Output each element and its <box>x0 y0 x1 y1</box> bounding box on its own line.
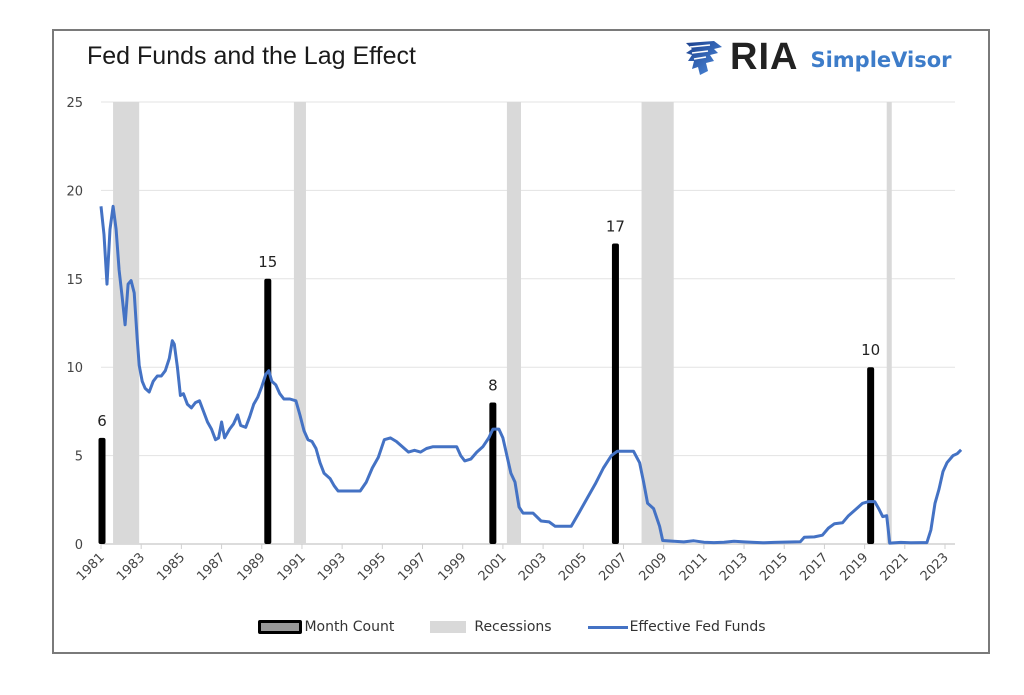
y-tick-label: 0 <box>75 538 83 553</box>
fed-funds-series <box>99 204 963 545</box>
x-tick-label: 1993 <box>315 550 349 584</box>
month-count-swatch <box>258 620 303 634</box>
x-tick-label: 1989 <box>235 550 269 584</box>
x-tick-label: 2003 <box>516 550 550 584</box>
month-count-bar <box>264 278 272 544</box>
legend-label: Effective Fed Funds <box>629 619 766 635</box>
y-tick-label: 25 <box>66 96 83 111</box>
bar-data-label: 8 <box>488 377 498 395</box>
x-tick-label: 1983 <box>114 550 148 584</box>
month-count-bar <box>98 437 106 544</box>
month-count-bar <box>489 402 497 544</box>
recession-swatch <box>430 621 467 633</box>
recession-band <box>293 102 306 544</box>
x-tick-label: 2005 <box>556 550 590 584</box>
legend-item-fed-funds: Effective Fed Funds <box>587 619 766 635</box>
fed-funds-swatch <box>587 625 628 629</box>
month-count-bar <box>611 243 619 544</box>
x-tick-label: 1985 <box>154 550 188 584</box>
x-tick-label: 2017 <box>797 550 831 584</box>
chart-frame <box>52 29 990 654</box>
x-tick-label: 2021 <box>878 550 912 584</box>
x-tick-label: 1995 <box>355 550 389 584</box>
fed-funds-line <box>99 204 963 545</box>
x-tick-label: 2015 <box>757 550 791 584</box>
logo-simplevisor-text: SimpleVisor <box>810 48 952 72</box>
legend: Month Count Recessions Effective Fed Fun… <box>0 619 1024 635</box>
gridlines <box>101 101 955 545</box>
legend-item-recessions: Recessions <box>430 619 552 635</box>
x-axis: 1981 1983 1985 1987 1989 1991 1993 1995 1997 1999… <box>74 544 952 584</box>
y-axis: 0 5 10 15 20 25 <box>66 96 83 553</box>
legend-item-month-count: Month Count <box>258 619 394 635</box>
month-count-bars: 6 15 8 17 10 <box>97 217 880 544</box>
x-tick-label: 1987 <box>194 550 228 584</box>
x-tick-label: 2019 <box>837 550 871 584</box>
bar-data-label: 15 <box>258 253 277 271</box>
y-tick-label: 10 <box>66 361 83 376</box>
recession-bands <box>113 102 892 544</box>
recession-band <box>641 102 674 544</box>
x-tick-label: 1997 <box>395 550 429 584</box>
y-tick-label: 5 <box>75 450 83 465</box>
chart-title: Fed Funds and the Lag Effect <box>87 42 416 70</box>
x-tick-label: 2023 <box>918 550 952 584</box>
month-count-bar <box>867 367 875 544</box>
x-tick-label: 2013 <box>717 550 751 584</box>
legend-label: Month Count <box>304 619 395 635</box>
recession-band <box>886 102 892 544</box>
x-tick-label: 1981 <box>74 550 108 584</box>
ria-simplevisor-logo: RIA SimpleVisor <box>684 35 952 79</box>
bar-data-label: 6 <box>97 412 107 430</box>
x-tick-label: 2009 <box>636 550 670 584</box>
bar-data-label: 10 <box>861 341 880 359</box>
logo-ria-text: RIA <box>730 35 799 78</box>
recession-band <box>506 102 521 544</box>
bar-data-label: 17 <box>606 217 625 235</box>
legend-label: Recessions <box>474 619 552 635</box>
y-tick-label: 15 <box>66 273 83 288</box>
x-tick-label: 2001 <box>476 550 510 584</box>
x-tick-label: 1991 <box>275 550 309 584</box>
y-tick-label: 20 <box>66 184 83 199</box>
eagle-icon <box>686 41 722 75</box>
x-tick-label: 1999 <box>436 550 470 584</box>
x-tick-label: 2011 <box>677 550 711 584</box>
x-tick-label: 2007 <box>596 550 630 584</box>
